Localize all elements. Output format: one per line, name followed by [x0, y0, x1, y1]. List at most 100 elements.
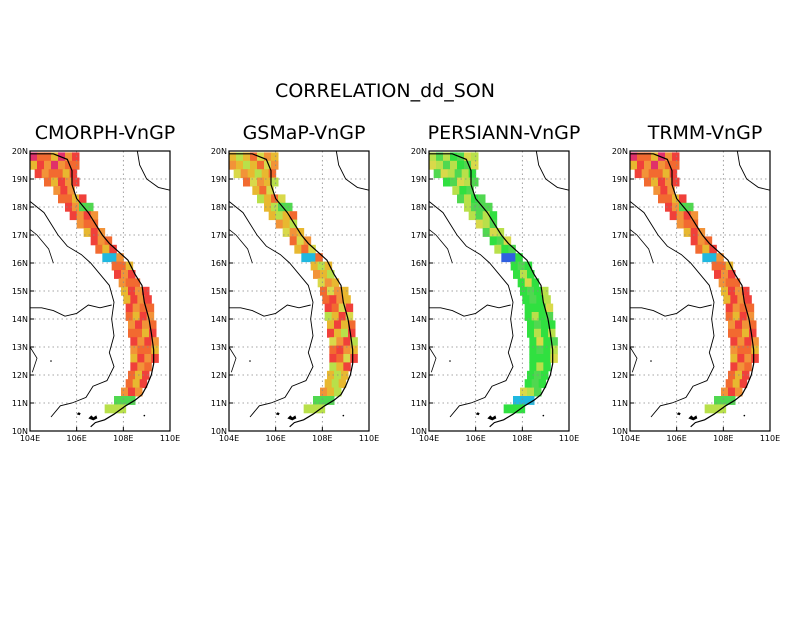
coastline — [429, 153, 554, 428]
data-cell — [132, 278, 141, 288]
lat-tick-label: 11N — [612, 399, 628, 408]
data-cell — [341, 286, 349, 296]
lon-tick-label: 108E — [113, 434, 133, 443]
island-outline — [342, 414, 345, 417]
panel-title: CMORPH-VnGP — [34, 122, 176, 144]
island-outline — [542, 414, 545, 417]
data-cell — [543, 295, 551, 305]
data-cell — [130, 337, 138, 347]
lat-tick-label: 11N — [211, 399, 227, 408]
data-cell — [464, 202, 472, 212]
lon-tick-label: 106E — [67, 434, 87, 443]
data-cell — [104, 236, 113, 246]
data-cell — [102, 244, 110, 254]
data-cell — [690, 211, 699, 221]
data-cell — [454, 169, 463, 179]
data-cell — [250, 160, 258, 170]
data-cell — [132, 303, 141, 313]
data-cell — [320, 396, 328, 405]
data-cell — [282, 211, 291, 221]
data-cell — [118, 261, 127, 271]
data-cell — [58, 194, 66, 204]
data-cell — [735, 387, 743, 397]
data-cell — [130, 345, 138, 355]
data-cell — [327, 270, 335, 279]
data-cell — [327, 387, 335, 397]
data-cell — [464, 177, 472, 187]
data-cell — [739, 312, 748, 321]
lat-tick-label: 17N — [211, 231, 227, 240]
data-cell — [254, 169, 263, 179]
data-cell — [541, 320, 549, 330]
data-cell — [520, 396, 528, 405]
lat-tick-label: 18N — [411, 203, 427, 212]
data-cell — [128, 396, 136, 405]
data-cell — [527, 370, 535, 380]
data-cell — [730, 345, 738, 355]
panel-title: GSMaP-VnGP — [242, 122, 366, 144]
lat-tick-label: 13N — [12, 343, 28, 352]
data-cell — [751, 337, 759, 347]
data-cell — [257, 194, 265, 204]
data-cell — [338, 312, 347, 321]
data-cell — [744, 337, 752, 347]
data-cell — [114, 396, 122, 405]
data-cell — [308, 244, 316, 254]
data-cell — [69, 211, 78, 221]
data-cell — [550, 345, 558, 355]
data-cell — [350, 345, 358, 355]
data-cell — [151, 337, 159, 347]
data-cell — [51, 160, 59, 170]
data-cell — [151, 354, 159, 363]
data-cell — [531, 278, 540, 288]
data-cell — [723, 295, 731, 305]
data-cell — [151, 345, 159, 355]
data-cell — [296, 236, 305, 246]
data-cell — [121, 387, 129, 397]
data-cell — [229, 160, 237, 170]
data-cell — [744, 295, 752, 305]
data-cell — [489, 236, 498, 246]
data-cell — [510, 261, 519, 271]
data-cell — [128, 328, 136, 338]
coastline — [229, 153, 354, 428]
data-cell — [457, 177, 465, 187]
data-cell — [343, 354, 351, 363]
data-cell — [289, 236, 298, 246]
data-cell — [520, 387, 528, 397]
lat-tick-label: 19N — [612, 175, 628, 184]
data-cell — [83, 219, 92, 229]
data-cell — [324, 278, 333, 288]
lat-tick-label: 14N — [411, 315, 427, 324]
lat-tick-label: 19N — [12, 175, 28, 184]
border-line — [629, 229, 654, 264]
data-cell — [737, 295, 745, 305]
data-cell — [60, 186, 68, 195]
lat-tick-label: 13N — [411, 343, 427, 352]
data-cell — [697, 236, 706, 246]
data-cell — [655, 169, 664, 179]
lat-tick-label: 10N — [12, 427, 28, 436]
data-cell — [301, 244, 309, 254]
data-cell — [660, 186, 668, 195]
data-cell — [334, 328, 342, 338]
data-cell — [482, 228, 491, 237]
data-cell — [749, 320, 757, 330]
data-cell — [144, 354, 152, 363]
data-cell — [338, 379, 347, 389]
lat-tick-label: 15N — [12, 287, 28, 296]
data-cell — [65, 160, 73, 170]
map-panel-persiann: PERSIANN-VnGP 20N 19N 18N 17N 16N 15N 14N 13N 12… — [409, 118, 599, 448]
data-cell — [718, 278, 727, 288]
data-cell — [541, 328, 549, 338]
data-cell — [324, 379, 333, 389]
data-cell — [513, 270, 521, 279]
lat-tick-label: 18N — [211, 203, 227, 212]
data-cell — [329, 345, 337, 355]
data-cell — [508, 244, 516, 254]
data-cell — [429, 160, 437, 170]
island-outline — [50, 360, 52, 362]
data-cell — [433, 169, 442, 179]
data-cell — [271, 160, 279, 170]
map-panel-trmm: TRMM-VnGP 20N 19N 18N 17N 16N 15N 14N 13N 12N 11N… — [610, 118, 800, 448]
